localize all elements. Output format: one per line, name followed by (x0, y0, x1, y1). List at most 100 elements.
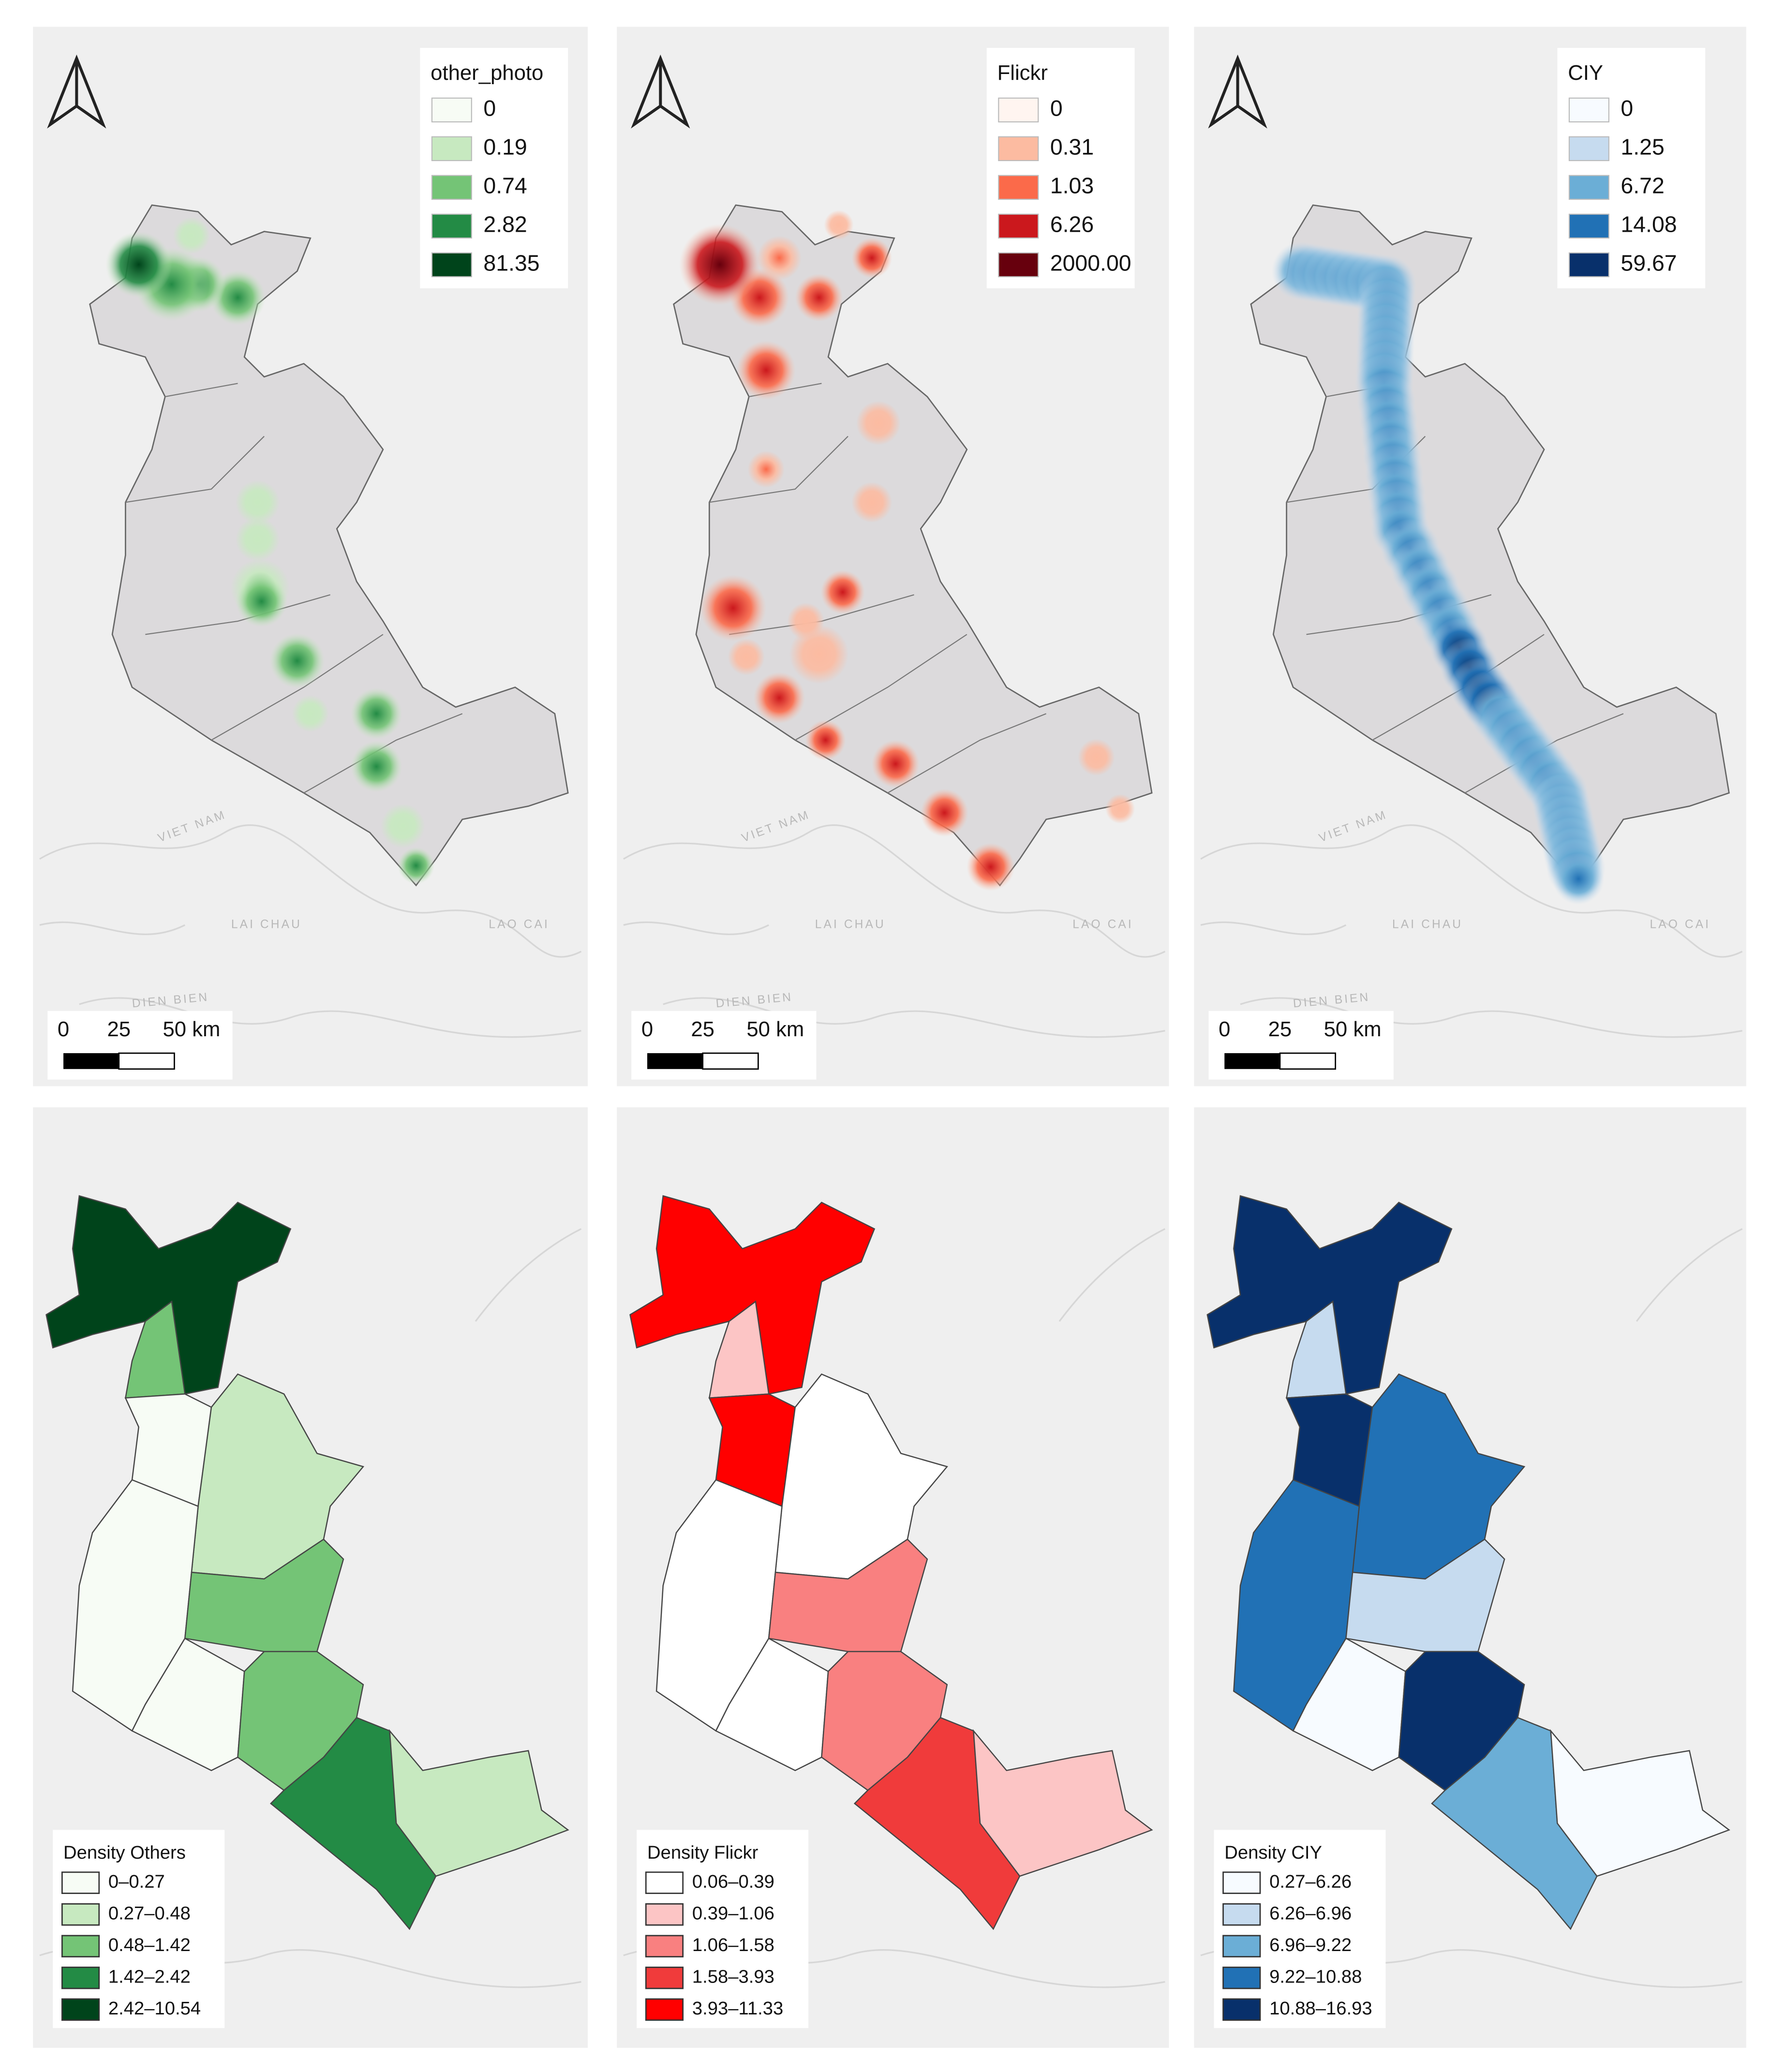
legend-swatch (431, 175, 472, 200)
north-arrow (631, 54, 690, 129)
heat-spot (269, 633, 325, 689)
heat-spot (397, 847, 435, 884)
legend-label: 0.48–1.42 (108, 1935, 191, 1955)
heat-spot (789, 625, 849, 684)
legend-swatch (1222, 1903, 1261, 1926)
scale-bar-dark (647, 1053, 703, 1069)
heat-spot (105, 231, 172, 298)
north-arrow (47, 54, 106, 129)
legend-box (986, 48, 1135, 288)
scale-bar-light (702, 1052, 759, 1070)
district (1286, 1300, 1347, 1399)
heat-spot (679, 224, 761, 305)
legend-label: 1.25 (1621, 134, 1664, 160)
scale-bar-label: 0 (641, 1017, 653, 1041)
heat-spot (851, 482, 892, 523)
district (768, 1538, 928, 1653)
legend-label: 6.96–9.22 (1269, 1935, 1352, 1955)
province-outline (89, 204, 569, 887)
legend-swatch (998, 136, 1039, 162)
heat-spot (851, 238, 892, 279)
legend-box (1557, 48, 1706, 288)
heat-spot (856, 401, 901, 446)
heat-spot (824, 210, 854, 240)
basemap-river (1200, 824, 1743, 1038)
scale-bar-label: 0 (1219, 1017, 1230, 1041)
scale-bar-label: 25 (1268, 1017, 1292, 1041)
legend-label: 81.35 (483, 251, 539, 276)
legend-swatch (645, 1998, 684, 2021)
legend-box (53, 1830, 225, 2028)
legend-label: 59.67 (1621, 251, 1677, 276)
legend-swatch (645, 1871, 684, 1894)
scale-bar-label: 0 (58, 1017, 69, 1041)
legend-label: 6.72 (1621, 173, 1664, 198)
legend-title: Flickr (997, 61, 1048, 85)
legend-label: 1.42–2.42 (108, 1967, 191, 1987)
legend-label: 0.19 (483, 134, 527, 160)
heat-spot (805, 719, 846, 760)
heat-spot (292, 695, 329, 732)
heat-spot (736, 341, 796, 400)
district-boundaries (125, 383, 463, 794)
legend-label: 2000.00 (1050, 251, 1131, 276)
legend-label: 0.06–0.39 (692, 1871, 774, 1892)
district (708, 1300, 770, 1399)
heat-spot (728, 638, 765, 676)
legend-label: 14.08 (1621, 212, 1677, 237)
legend-box (420, 48, 568, 288)
heat-spot (1078, 739, 1115, 776)
legend-title: CIY (1568, 61, 1603, 85)
legend-label: 6.26–6.96 (1269, 1903, 1352, 1923)
district (45, 1195, 292, 1395)
basemap-river (623, 824, 1166, 1038)
legend-label: 1.06–1.58 (692, 1935, 774, 1955)
legend-swatch (1222, 1998, 1261, 2021)
heat-spot (753, 671, 805, 724)
legend-box (1214, 1830, 1386, 2028)
district (853, 1717, 1021, 1930)
basemap-label: LAI CHAU (231, 918, 302, 931)
legend-swatch (1568, 175, 1609, 200)
heat-spot (699, 574, 767, 641)
heat-spot (820, 570, 865, 614)
basemap-label: LAI CHAU (815, 918, 886, 931)
heat-spot (757, 236, 802, 281)
legend-box (637, 1830, 809, 2028)
basemap-label: LAO CAI (1072, 918, 1133, 931)
legend-swatch (61, 1903, 100, 1926)
legend-label: 9.22–10.88 (1269, 1967, 1362, 1987)
district (629, 1195, 876, 1395)
legend-title: Density Flickr (647, 1842, 759, 1863)
legend-label: 3.93–11.33 (692, 1998, 783, 2019)
district (972, 1729, 1153, 1877)
legend-swatch (61, 1871, 100, 1894)
density-map-panel: Density Flickr 0.06–0.39 0.39–1.06 1.06–1.5… (617, 1107, 1169, 2048)
legend-swatch (61, 1935, 100, 1958)
scale-bar-label: 25 (691, 1017, 714, 1041)
scale-bar-light (118, 1052, 175, 1070)
basemap-label: LAO CAI (489, 918, 550, 931)
heat-spot (350, 740, 402, 792)
legend-label: 0 (1621, 96, 1633, 121)
heat-spot (380, 804, 425, 849)
district (1431, 1717, 1598, 1930)
basemap-river (39, 824, 582, 1038)
district (184, 1538, 344, 1653)
heat-spot (236, 575, 288, 627)
legend-swatch (1568, 252, 1609, 278)
density-map-panel: Density Others 0–0.27 0.27–0.48 0.48–1.42 1.… (33, 1107, 588, 2048)
legend-label: 2.42–10.54 (108, 1998, 201, 2019)
heat-spot (235, 480, 280, 525)
north-arrow (1208, 54, 1267, 129)
legend-label: 0 (483, 96, 496, 121)
scale-bar-dark (1224, 1053, 1280, 1069)
legend-swatch (998, 213, 1039, 239)
district (124, 1300, 186, 1399)
heat-spot (920, 789, 969, 837)
legend-label: 0.39–1.06 (692, 1903, 774, 1923)
density-map-panel: Density CIY 0.27–6.26 6.26–6.96 6.96–9.22 9.… (1194, 1107, 1746, 2048)
district (389, 1729, 569, 1877)
heat-spot (747, 450, 785, 488)
